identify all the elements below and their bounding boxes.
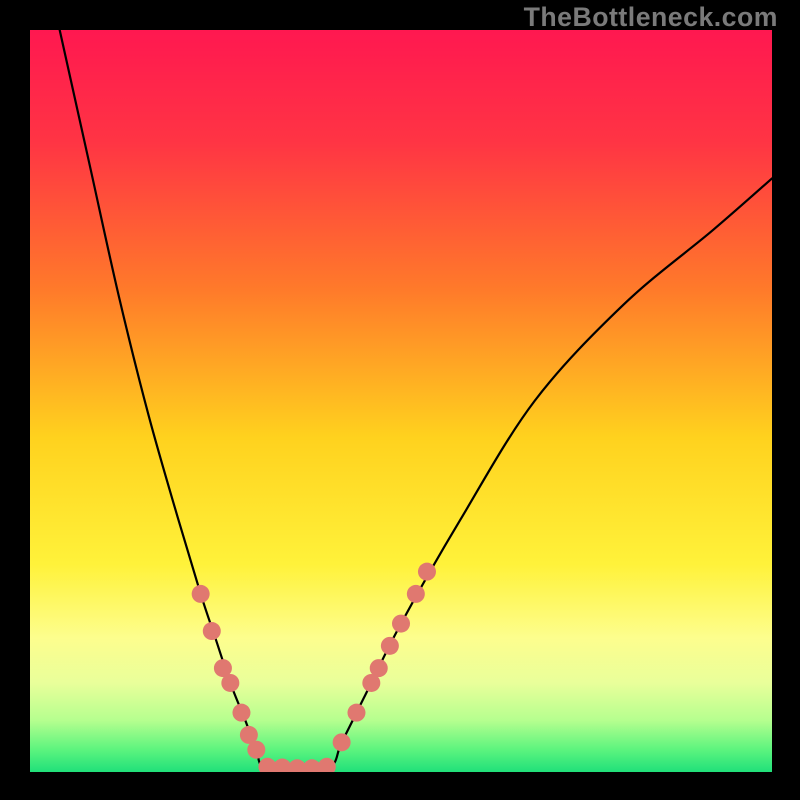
data-marker xyxy=(381,637,399,655)
data-marker xyxy=(203,622,221,640)
data-marker xyxy=(407,585,425,603)
data-marker xyxy=(318,758,336,772)
data-marker xyxy=(392,615,410,633)
data-marker xyxy=(232,704,250,722)
data-marker xyxy=(347,704,365,722)
plot-area xyxy=(30,30,772,772)
chart-svg xyxy=(30,30,772,772)
data-marker xyxy=(370,659,388,677)
bottleneck-curve xyxy=(60,30,772,771)
data-marker xyxy=(192,585,210,603)
data-marker xyxy=(418,563,436,581)
data-marker xyxy=(247,741,265,759)
watermark-text: TheBottleneck.com xyxy=(524,2,778,33)
data-marker xyxy=(221,674,239,692)
data-marker xyxy=(333,733,351,751)
stage: TheBottleneck.com xyxy=(0,0,800,800)
